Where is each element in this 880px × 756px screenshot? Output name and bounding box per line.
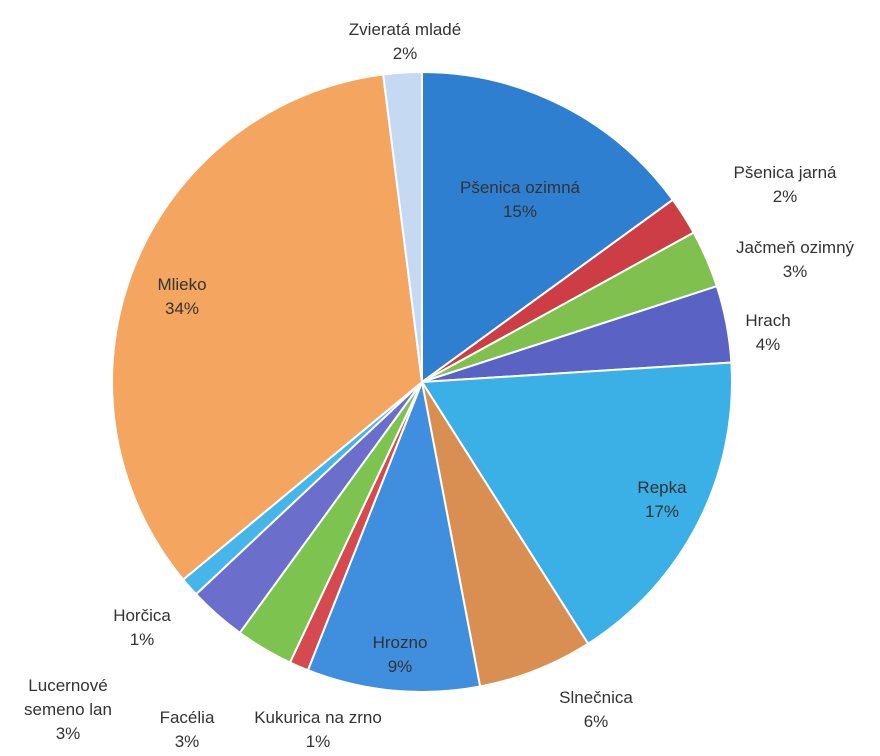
slice-label: Facélia 3%	[160, 706, 215, 754]
slice-label: Horčica 1%	[113, 604, 171, 652]
slice-label: Lucernové semeno lan 3%	[8, 674, 128, 746]
value-label: 3%	[782, 262, 808, 281]
category-label: Hrach	[745, 311, 791, 330]
pie-slice	[420, 361, 733, 646]
slice-label: Mlieko 34%	[157, 273, 206, 321]
category-label: Facélia	[159, 708, 215, 727]
category-label: Zvieratá mladé	[348, 20, 462, 39]
slice-label: Repka 17%	[637, 476, 686, 524]
pie-slice	[382, 70, 423, 383]
slice-label: Hrach 4%	[745, 309, 790, 357]
value-label: 4%	[755, 335, 781, 354]
category-label: Hrozno	[372, 633, 428, 652]
category-label: Repka	[637, 478, 687, 497]
value-label: 2%	[772, 187, 798, 206]
slice-label: Kukurica na zrno 1%	[254, 706, 382, 754]
value-label: 1%	[305, 732, 331, 751]
slice-label: Hrozno 9%	[373, 631, 428, 679]
slice-label: Pšenica ozimná 15%	[460, 176, 580, 224]
category-label: Lucernové semeno lan	[24, 676, 112, 719]
value-label: 6%	[583, 712, 609, 731]
slice-label: Jačmeň ozimný 3%	[736, 236, 854, 284]
pie-slice	[111, 73, 424, 582]
value-label: 34%	[164, 299, 200, 318]
pie-slice	[306, 378, 482, 693]
slice-label: Pšenica jarná 2%	[733, 161, 836, 209]
slice-label: Zvieratá mladé 2%	[349, 18, 461, 66]
value-label: 9%	[387, 657, 413, 676]
category-label: Jačmeň ozimný	[735, 238, 855, 257]
value-label: 17%	[644, 502, 680, 521]
category-label: Horčica	[113, 606, 171, 625]
category-label: Pšenica ozimná	[459, 178, 581, 197]
value-label: 3%	[55, 724, 81, 743]
value-label: 1%	[129, 630, 155, 649]
value-label: 15%	[502, 202, 538, 221]
category-label: Slnečnica	[559, 688, 633, 707]
value-label: 2%	[392, 44, 418, 63]
category-label: Mlieko	[157, 275, 207, 294]
category-label: Kukurica na zrno	[254, 708, 382, 727]
value-label: 3%	[174, 732, 200, 751]
slice-label: Slnečnica 6%	[559, 686, 633, 734]
pie-slice	[421, 70, 675, 384]
category-label: Pšenica jarná	[733, 163, 837, 182]
